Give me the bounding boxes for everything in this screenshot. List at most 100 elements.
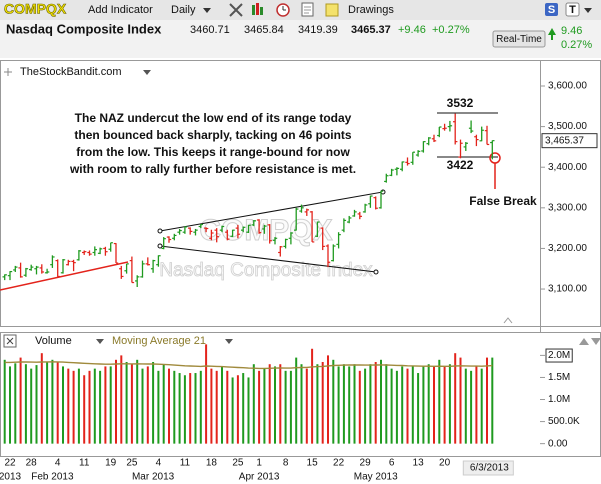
volume-bar	[395, 370, 398, 444]
volume-bar	[443, 366, 446, 444]
volume-bar	[327, 355, 329, 444]
volume-bar	[247, 377, 250, 444]
volume-bar	[109, 366, 112, 444]
x-tick-label: 28	[26, 458, 38, 469]
y-tick-label: 1.0M	[548, 394, 570, 405]
price-panel	[0, 60, 601, 327]
x-tick-label: 22	[333, 458, 345, 469]
volume-bar	[14, 363, 17, 444]
y-tick-label: 3,200.00	[548, 243, 587, 254]
y-tick-label: 500.0K	[548, 416, 580, 427]
realtime-button[interactable]	[492, 30, 546, 48]
volume-bar	[433, 366, 435, 444]
y-tick-box	[545, 348, 573, 363]
volume-bar	[77, 368, 80, 444]
y-tick-label: 3,300.00	[548, 202, 587, 213]
legend-ma: Moving Average 21	[112, 335, 206, 347]
volume-bar	[93, 368, 96, 444]
volume-bar	[348, 366, 351, 444]
volume-bar	[401, 366, 404, 444]
y-tick-label: 3,600.00	[548, 81, 587, 92]
x-tick-label: 11	[79, 458, 90, 469]
volume-bar	[157, 370, 160, 444]
y-tick-label: 0.00	[548, 438, 568, 449]
period-select[interactable]: Daily	[171, 4, 196, 16]
legend-dropdown[interactable]	[96, 339, 104, 344]
volume-bar	[385, 364, 388, 444]
volume-bar	[19, 357, 22, 444]
volume-bar	[136, 359, 139, 444]
source-dropdown[interactable]	[143, 70, 151, 75]
share-icon[interactable]	[545, 3, 558, 16]
symbol[interactable]: COMPQX	[4, 0, 67, 17]
change-pct: +0.27%	[432, 24, 470, 36]
last-price-box	[541, 133, 598, 149]
note-line: The NAZ undercut the low end of its rang…	[75, 111, 352, 125]
dropdown-arrow[interactable]	[203, 8, 211, 13]
volume-bar	[231, 377, 234, 444]
volume-bar	[88, 370, 91, 444]
x-tick-label: 1	[256, 458, 262, 469]
volume-bar	[337, 366, 340, 444]
tweet-icon[interactable]	[565, 2, 580, 17]
x-tick-label: 19	[105, 458, 117, 469]
up-arrow	[548, 28, 556, 40]
volume-bar	[321, 362, 324, 444]
volume-bar	[178, 373, 181, 444]
volume-bar	[480, 368, 483, 444]
volume-bar	[284, 370, 287, 444]
toolbar-icons[interactable]	[229, 2, 339, 17]
volume-bar	[406, 368, 409, 444]
x-tick-label: 25	[126, 458, 138, 469]
panel-move-icons[interactable]	[579, 338, 601, 345]
add-indicator[interactable]: Add Indicator	[88, 4, 153, 16]
volume-bar	[438, 359, 441, 444]
low-label: 3422	[447, 158, 474, 172]
volume-bar	[427, 364, 430, 444]
volume-bar	[390, 368, 393, 444]
volume-bar	[311, 348, 314, 444]
high-label: 3532	[447, 96, 474, 110]
volume-bar	[289, 370, 292, 444]
low-price: 3419.39	[298, 24, 338, 36]
volume-bar	[268, 364, 271, 444]
volume-bar	[342, 364, 345, 444]
volume-bar	[464, 368, 467, 444]
drawings[interactable]: Drawings	[348, 4, 394, 16]
x-tick-label: 15	[307, 458, 319, 469]
volume-bar	[35, 365, 38, 444]
legend-dropdown[interactable]	[225, 339, 233, 344]
volume-bar	[491, 357, 494, 444]
note-line: then bounced back sharply, tacking on 46…	[74, 128, 351, 142]
last-price-label: 3,465.37	[545, 135, 584, 146]
volume-bar	[411, 366, 414, 444]
volume-bar	[67, 368, 70, 444]
volume-bar	[422, 366, 425, 444]
volume-bar	[263, 368, 266, 444]
scroll-icon	[503, 317, 513, 324]
move-icon	[4, 68, 12, 76]
y-tick-label: 1.5M	[548, 372, 570, 383]
volume-bar	[162, 364, 165, 444]
volume-bar	[221, 366, 223, 444]
index-name: Nasdaq Composite Index	[6, 21, 162, 36]
volume-bar	[115, 359, 117, 444]
volume-bar	[24, 364, 27, 444]
y-tick-label: 3,100.00	[548, 284, 587, 295]
volume-bar	[358, 370, 361, 444]
change-abs: 9.46	[561, 25, 582, 37]
volume-bar	[300, 364, 303, 444]
x-period-label: 6/3/2013	[470, 463, 509, 474]
share-icon-label: S	[548, 4, 555, 16]
menu-arrow[interactable]	[584, 8, 592, 13]
wedge	[157, 189, 386, 275]
x-tick-label: 18	[206, 458, 218, 469]
y-tick-label: 3,500.00	[548, 121, 587, 132]
volume-bar	[40, 353, 43, 444]
volume-bar	[30, 368, 33, 444]
volume-bar	[459, 357, 462, 444]
volume-bar	[62, 366, 64, 444]
note-line: from the low. This keeps it range-bound …	[76, 145, 350, 159]
volume-bar	[199, 370, 202, 444]
